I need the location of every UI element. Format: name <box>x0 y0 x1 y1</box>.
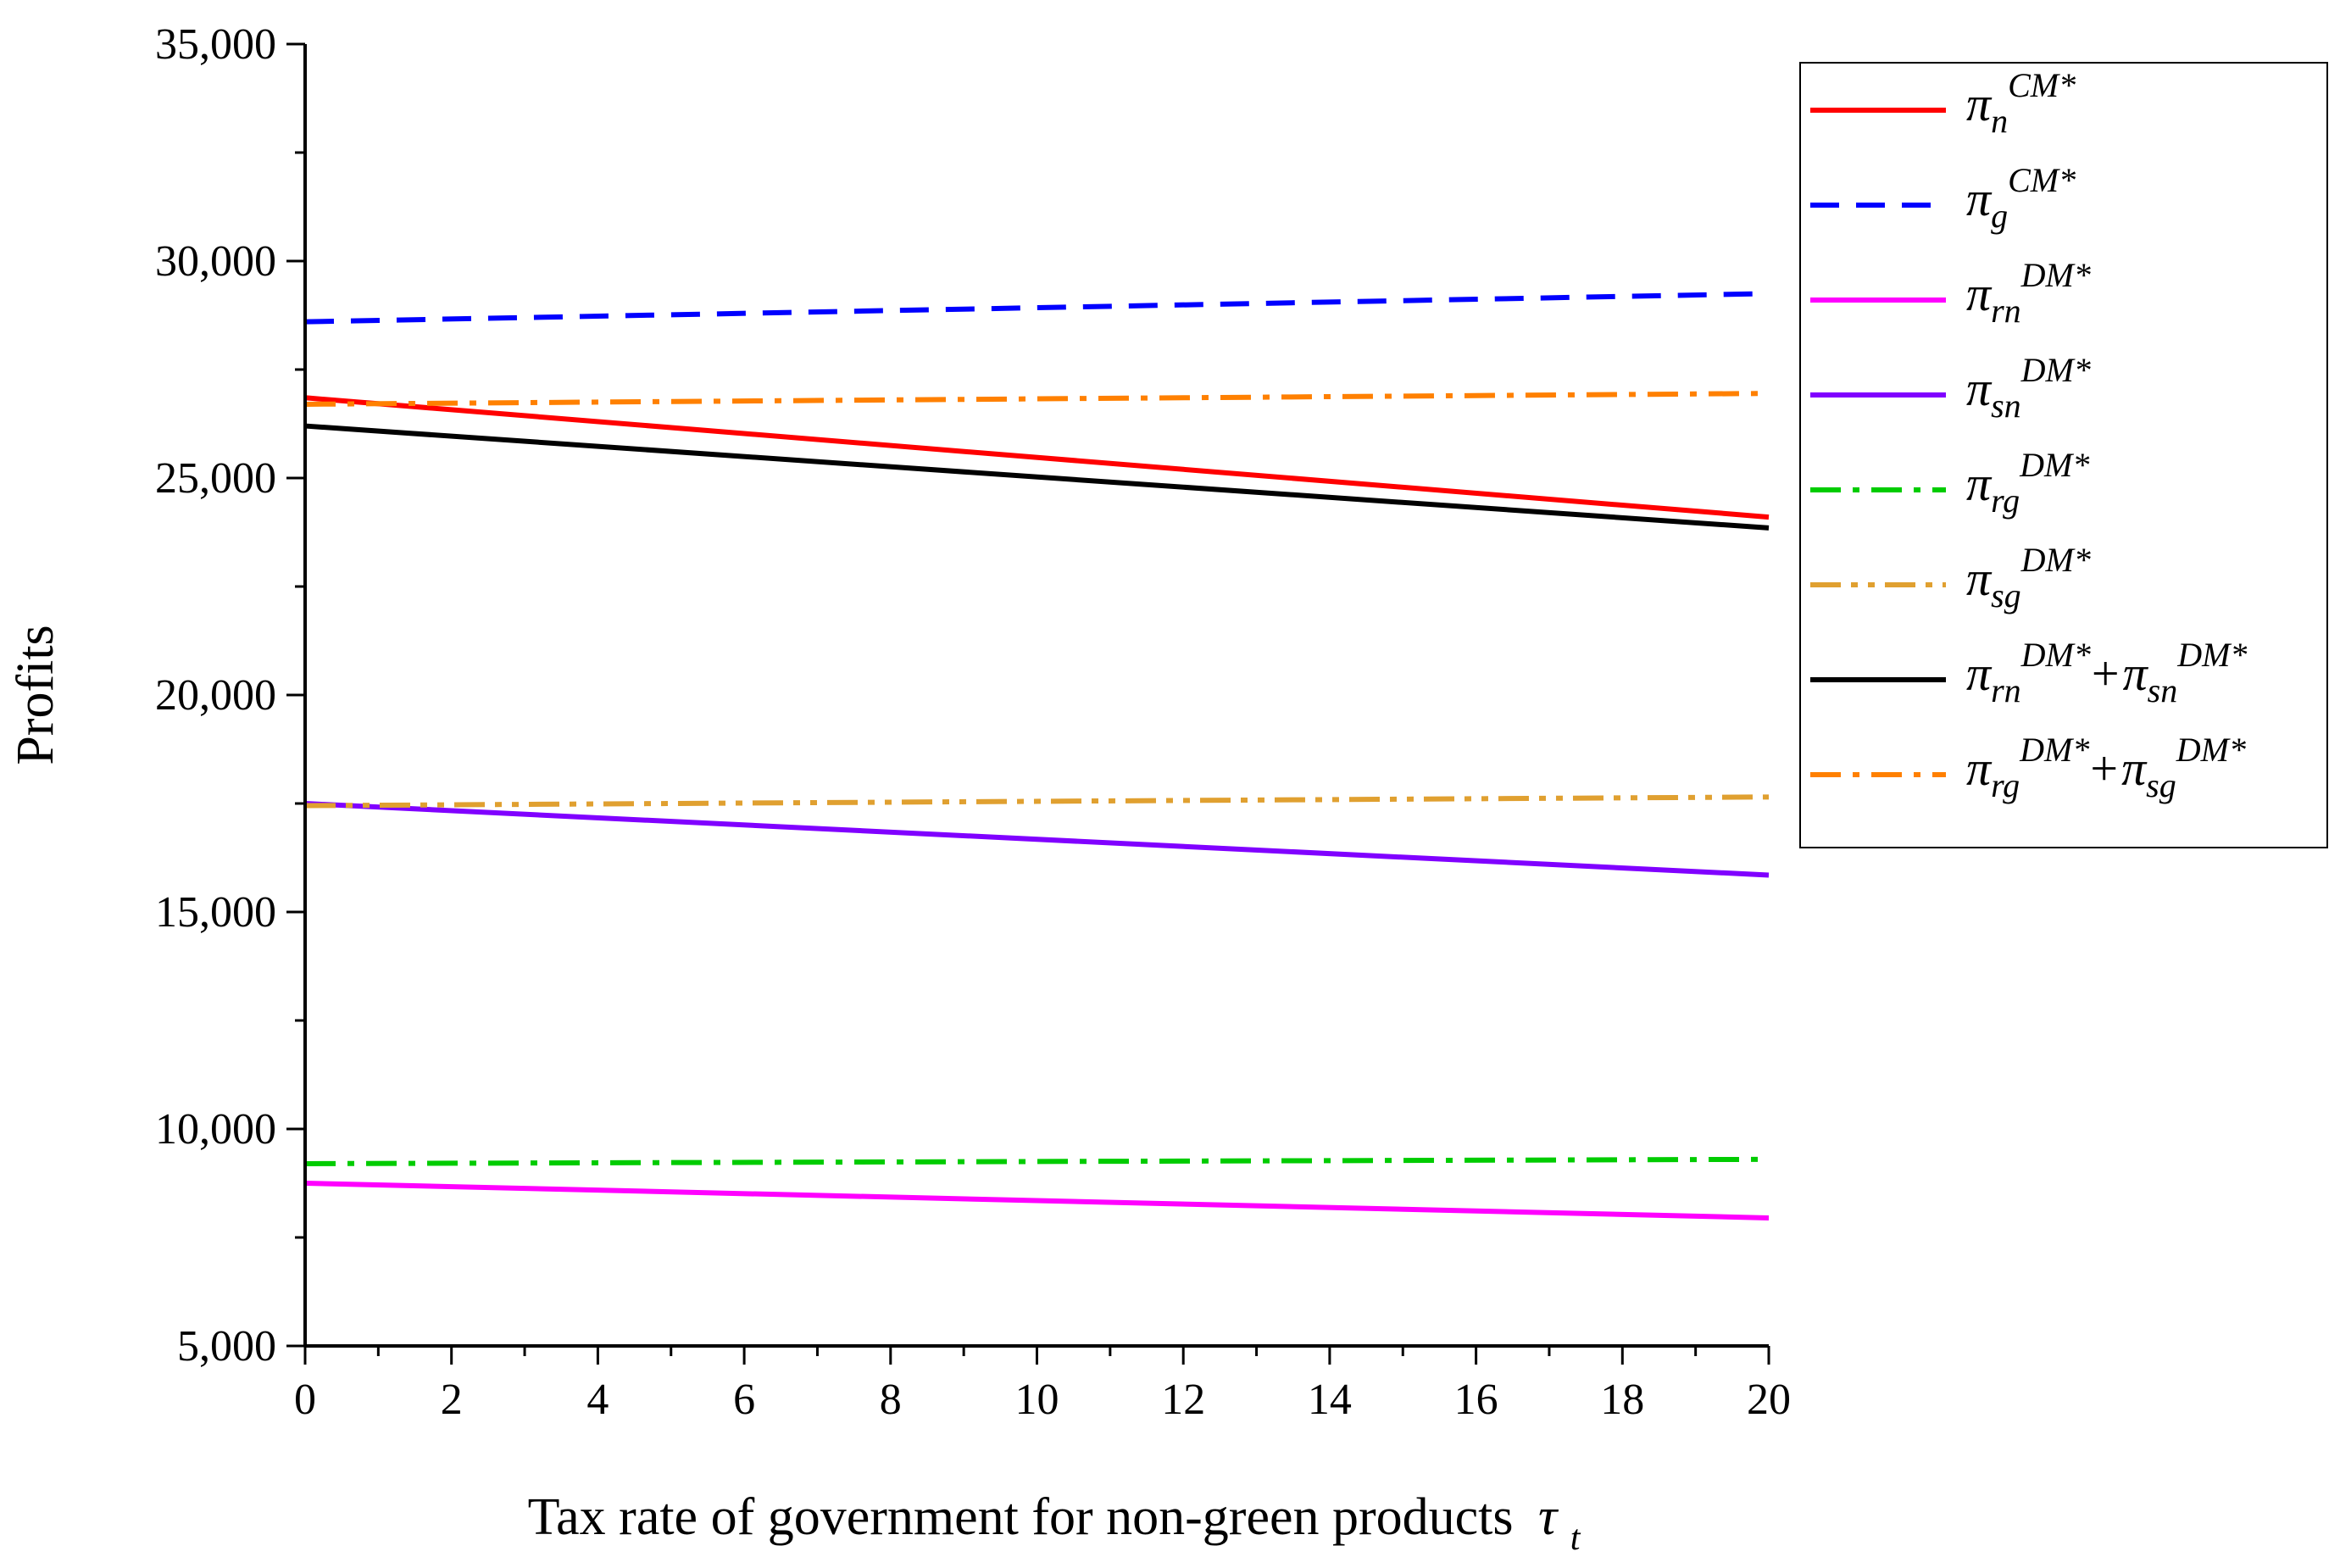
legend-pi-symbol: π <box>1966 646 1993 701</box>
x-tick-label: 2 <box>441 1376 463 1424</box>
legend-plus-sign: + <box>2090 741 2118 796</box>
legend-pi-symbol: π <box>1966 551 1993 606</box>
legend-superscript: DM* <box>2019 446 2089 484</box>
y-tick-label: 10,000 <box>155 1105 276 1154</box>
legend-subscript: sg <box>2146 766 2176 804</box>
x-tick-label: 8 <box>880 1376 902 1424</box>
series-line-pi_g_CM <box>304 291 1770 325</box>
legend-entry-pi_rg_DM: πrgDM* <box>1966 446 2089 520</box>
legend-pi-symbol: π <box>1966 361 1993 416</box>
y-tick-label: 15,000 <box>155 888 276 937</box>
x-axis-label-symbol: τ <box>1538 1488 1559 1546</box>
legend-pi-symbol: π <box>1966 741 1993 796</box>
legend-subscript: g <box>1991 197 2008 235</box>
y-tick-label: 30,000 <box>155 237 276 286</box>
x-tick-label: 10 <box>1015 1376 1059 1424</box>
x-tick-label: 14 <box>1308 1376 1352 1424</box>
ticks: 0 2 4 6 8 10 12 14 16 18 20 5,000 10,000 15,000 20,000… <box>155 20 1791 1424</box>
legend-superscript: DM* <box>2019 731 2089 769</box>
legend-pi-symbol: π <box>2123 646 2149 701</box>
x-tick-label: 0 <box>294 1376 316 1424</box>
y-tick-label: 20,000 <box>155 671 276 720</box>
legend-superscript: DM* <box>2176 731 2246 769</box>
series-line-pi_sg_DM <box>304 794 1770 809</box>
legend-subscript: sn <box>2148 671 2178 709</box>
series-layer <box>304 291 1770 1220</box>
y-axis-label: Profits <box>7 625 64 765</box>
legend-superscript: DM* <box>2176 636 2247 674</box>
legend-subscript: rg <box>1991 766 2020 804</box>
legend-superscript: DM* <box>2020 351 2091 389</box>
legend-superscript: DM* <box>2020 541 2091 579</box>
x-tick-label: 18 <box>1600 1376 1644 1424</box>
legend-entry-pi_sg_DM: πsgDM* <box>1966 541 2091 614</box>
legend-subscript: sg <box>1991 576 2021 614</box>
legend-pi-symbol: π <box>1966 76 1993 131</box>
legend-entry-pi_sn_DM: πsnDM* <box>1966 351 2091 425</box>
series-line-pi_rn_sn_DM <box>304 423 1770 531</box>
legend-subscript: rn <box>1991 671 2021 709</box>
legend-box <box>1799 62 2328 848</box>
x-axis-label-text: Tax rate of government for non-green pro… <box>528 1488 1514 1546</box>
legend-entry-pi_rn_sn_DM: πrnDM* +πsnDM* <box>1966 636 2247 709</box>
legend-subscript: n <box>1991 102 2008 140</box>
y-tick-label: 25,000 <box>155 454 276 503</box>
x-axis-label: Tax rate of government for non-green pro… <box>528 1488 1581 1558</box>
series-line-pi_n_CM <box>304 395 1770 520</box>
y-tick-label: 5,000 <box>177 1322 276 1371</box>
legend-pi-symbol: π <box>2121 741 2148 796</box>
legend-entry-pi_rn_DM: πrnDM* <box>1966 256 2091 330</box>
legend-pi-symbol: π <box>1966 266 1993 321</box>
series-line-pi_rn_DM <box>304 1181 1770 1220</box>
series-line-pi_rg_sg_DM <box>304 391 1770 407</box>
axes <box>303 44 1769 1348</box>
legend-pi-symbol: π <box>1966 171 1993 226</box>
legend: πnCM* πgCM* πrnDM* πsnDM* πrgDM* πsgDM* … <box>1799 62 2328 848</box>
y-tick-label: 35,000 <box>155 20 276 69</box>
series-line-pi_sn_DM <box>304 801 1770 878</box>
x-tick-label: 20 <box>1747 1376 1791 1424</box>
x-tick-label: 4 <box>586 1376 609 1424</box>
legend-superscript: DM* <box>2020 636 2091 674</box>
legend-subscript: sn <box>1991 386 2021 425</box>
legend-entry-pi_n_CM: πnCM* <box>1966 66 2076 140</box>
x-tick-label: 12 <box>1161 1376 1205 1424</box>
legend-plus-sign: + <box>2092 646 2120 701</box>
legend-subscript: rn <box>1991 292 2021 330</box>
legend-superscript: CM* <box>2008 66 2076 104</box>
legend-subscript: rg <box>1991 481 2020 520</box>
series-line-pi_rg_DM <box>304 1156 1770 1166</box>
x-tick-label: 6 <box>733 1376 755 1424</box>
legend-superscript: CM* <box>2008 161 2076 199</box>
legend-superscript: DM* <box>2020 256 2091 294</box>
legend-pi-symbol: π <box>1966 456 1993 511</box>
legend-entry-pi_g_CM: πgCM* <box>1966 161 2076 235</box>
legend-entry-pi_rg_sg_DM: πrgDM* +πsgDM* <box>1966 731 2246 804</box>
x-tick-label: 16 <box>1454 1376 1498 1424</box>
x-axis-label-symbol-sub: t <box>1570 1519 1581 1558</box>
